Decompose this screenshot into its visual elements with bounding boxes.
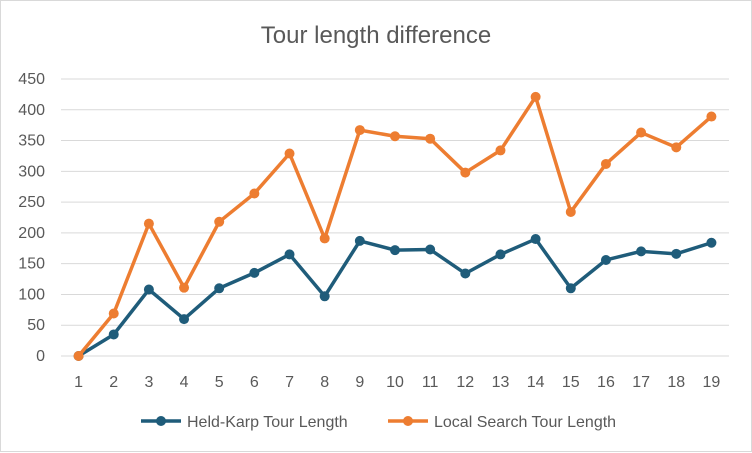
data-point — [390, 245, 400, 256]
x-axis-ticks: 1 2 3 4 5 6 7 8 9 10 11 12 13 14 15 16 17 18 19 — [74, 374, 720, 391]
x-tick-label: 7 — [285, 374, 294, 391]
legend: Held-Karp Tour Length Local Search Tour L… — [141, 414, 616, 431]
data-point — [565, 283, 576, 294]
x-tick-label: 16 — [597, 374, 615, 391]
y-tick-label: 250 — [18, 194, 45, 211]
chart-title: Tour length difference — [261, 22, 491, 49]
data-point — [354, 125, 365, 136]
x-tick-label: 5 — [215, 374, 224, 391]
data-point — [460, 268, 471, 279]
data-point — [143, 284, 154, 295]
data-point — [636, 246, 647, 257]
data-point — [390, 131, 400, 142]
x-tick-label: 17 — [632, 374, 650, 391]
x-tick-label: 19 — [703, 374, 721, 391]
data-point — [495, 249, 506, 260]
legend-swatch-marker — [403, 416, 413, 426]
data-point — [319, 291, 330, 302]
x-tick-label: 1 — [74, 374, 83, 391]
data-point — [495, 145, 506, 156]
data-point — [354, 235, 365, 246]
y-tick-label: 400 — [18, 102, 45, 119]
x-tick-label: 11 — [422, 374, 439, 391]
data-point — [636, 127, 647, 138]
y-tick-label: 350 — [18, 133, 45, 150]
y-tick-label: 300 — [18, 163, 45, 180]
data-point — [425, 244, 436, 255]
data-point — [671, 142, 682, 153]
data-point — [706, 111, 717, 122]
data-point — [73, 351, 84, 361]
y-tick-label: 450 — [18, 71, 45, 88]
x-tick-label: 14 — [527, 374, 545, 391]
data-point — [143, 218, 154, 229]
data-point — [214, 216, 225, 227]
x-tick-label: 12 — [456, 374, 474, 391]
series-line — [76, 237, 714, 358]
data-point — [600, 254, 611, 265]
legend-swatch-marker — [156, 416, 166, 426]
data-point — [179, 314, 190, 325]
x-tick-label: 15 — [562, 374, 580, 391]
data-point — [706, 237, 717, 248]
x-tick-label: 4 — [180, 374, 189, 391]
y-axis-ticks: 0 50 100 150 200 250 300 350 400 450 — [18, 71, 45, 365]
data-point — [319, 233, 330, 244]
data-point — [425, 133, 436, 144]
data-point — [600, 158, 611, 169]
data-point — [530, 234, 541, 245]
data-point — [249, 188, 260, 199]
x-tick-label: 2 — [109, 374, 118, 391]
x-tick-label: 10 — [386, 374, 404, 391]
data-point — [671, 248, 682, 259]
x-tick-label: 13 — [492, 374, 510, 391]
y-tick-label: 150 — [18, 256, 45, 273]
data-point — [460, 167, 471, 178]
y-tick-label: 200 — [18, 225, 45, 242]
data-point — [108, 329, 119, 340]
legend-item: Local Search Tour Length — [388, 414, 616, 431]
legend-label: Held-Karp Tour Length — [187, 414, 348, 431]
x-tick-label: 6 — [250, 374, 259, 391]
legend-label: Local Search Tour Length — [434, 414, 616, 431]
x-tick-label: 3 — [144, 374, 153, 391]
data-point — [284, 148, 295, 159]
x-tick-label: 18 — [667, 374, 685, 391]
data-point — [249, 267, 260, 278]
data-point — [565, 206, 576, 217]
y-tick-label: 50 — [27, 317, 45, 334]
y-tick-label: 0 — [36, 348, 45, 365]
series-2 — [73, 91, 717, 361]
gridlines — [61, 78, 729, 357]
x-tick-label: 9 — [355, 374, 364, 391]
data-point — [284, 249, 295, 260]
series-1 — [73, 234, 717, 361]
y-tick-label: 100 — [18, 286, 45, 303]
series-group — [73, 91, 717, 361]
data-point — [108, 308, 119, 319]
legend-item: Held-Karp Tour Length — [141, 414, 348, 431]
data-point — [214, 283, 225, 294]
data-point — [179, 282, 190, 293]
x-tick-label: 8 — [320, 374, 329, 391]
data-point — [530, 91, 541, 102]
